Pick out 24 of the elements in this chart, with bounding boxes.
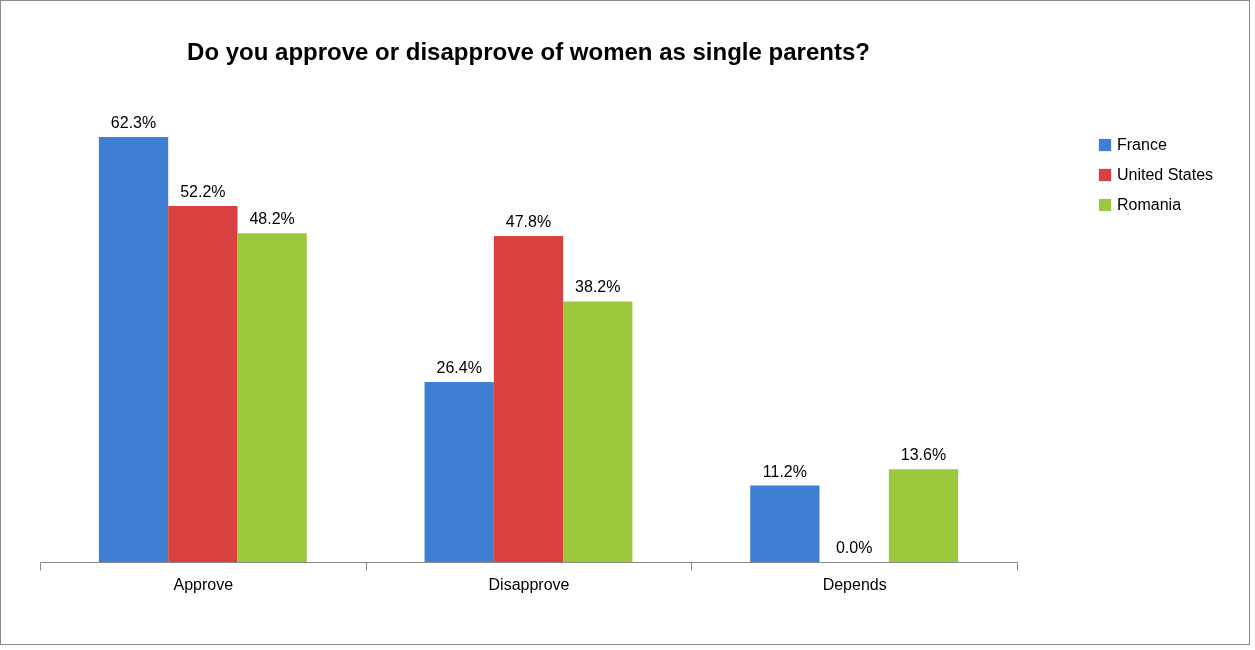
data-label: 47.8% <box>505 212 552 230</box>
bar <box>237 233 307 562</box>
legend-label: France <box>1117 136 1167 153</box>
data-label: 62.3% <box>110 114 157 131</box>
data-label: 11.2% <box>762 462 807 480</box>
data-label: 13.6% <box>900 446 947 464</box>
data-label: 0.0% <box>835 539 873 556</box>
bar <box>98 137 169 562</box>
bar <box>424 381 494 562</box>
data-label: 52.2% <box>180 182 226 200</box>
data-label: 38.2% <box>575 278 621 296</box>
bar <box>750 485 820 562</box>
legend-label: Romania <box>1117 196 1182 213</box>
bar <box>493 235 564 562</box>
x-tick-label: Approve <box>173 575 234 593</box>
data-label: 48.2% <box>249 210 295 228</box>
x-tick-label: Disapprove <box>488 575 570 593</box>
x-tick-label: Depends <box>822 575 887 593</box>
data-label: 26.4% <box>436 358 482 376</box>
bar <box>563 301 633 562</box>
chart-title: Do you approve or disapprove of women as single parents? <box>187 38 870 65</box>
bar <box>888 469 959 562</box>
legend-label: United States <box>1117 166 1214 183</box>
bar <box>168 205 238 562</box>
